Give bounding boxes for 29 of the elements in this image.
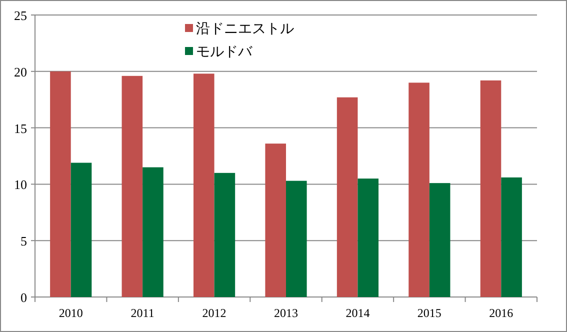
x-tick-label: 2015 (417, 306, 442, 320)
legend-label: 沿ドニエストル (196, 21, 294, 37)
bar (429, 183, 450, 297)
bar (70, 162, 92, 297)
y-tick-label: 0 (20, 290, 27, 305)
x-tick-label: 2014 (346, 306, 370, 320)
bar (214, 172, 236, 297)
bar (480, 80, 502, 297)
bar (358, 178, 379, 297)
bar (286, 180, 307, 297)
bar (142, 167, 164, 297)
bar (193, 74, 214, 297)
y-tick-label: 15 (14, 120, 27, 136)
y-tick-label: 10 (14, 177, 27, 192)
x-tick-label: 2013 (274, 306, 298, 320)
y-tick-label: 25 (14, 8, 27, 23)
legend-label: モルドバ (196, 44, 253, 60)
x-tick-label: 2012 (202, 306, 226, 320)
bar (50, 71, 71, 297)
x-tick-label: 2016 (489, 306, 514, 320)
bar (122, 76, 143, 297)
bar (501, 177, 522, 297)
bar (265, 144, 286, 297)
x-tick-label: 2010 (58, 306, 83, 320)
x-tick-label: 2011 (130, 306, 154, 320)
y-tick-label: 20 (14, 64, 27, 80)
y-tick-label: 5 (20, 234, 27, 249)
bar (336, 97, 358, 297)
bar (408, 82, 430, 297)
